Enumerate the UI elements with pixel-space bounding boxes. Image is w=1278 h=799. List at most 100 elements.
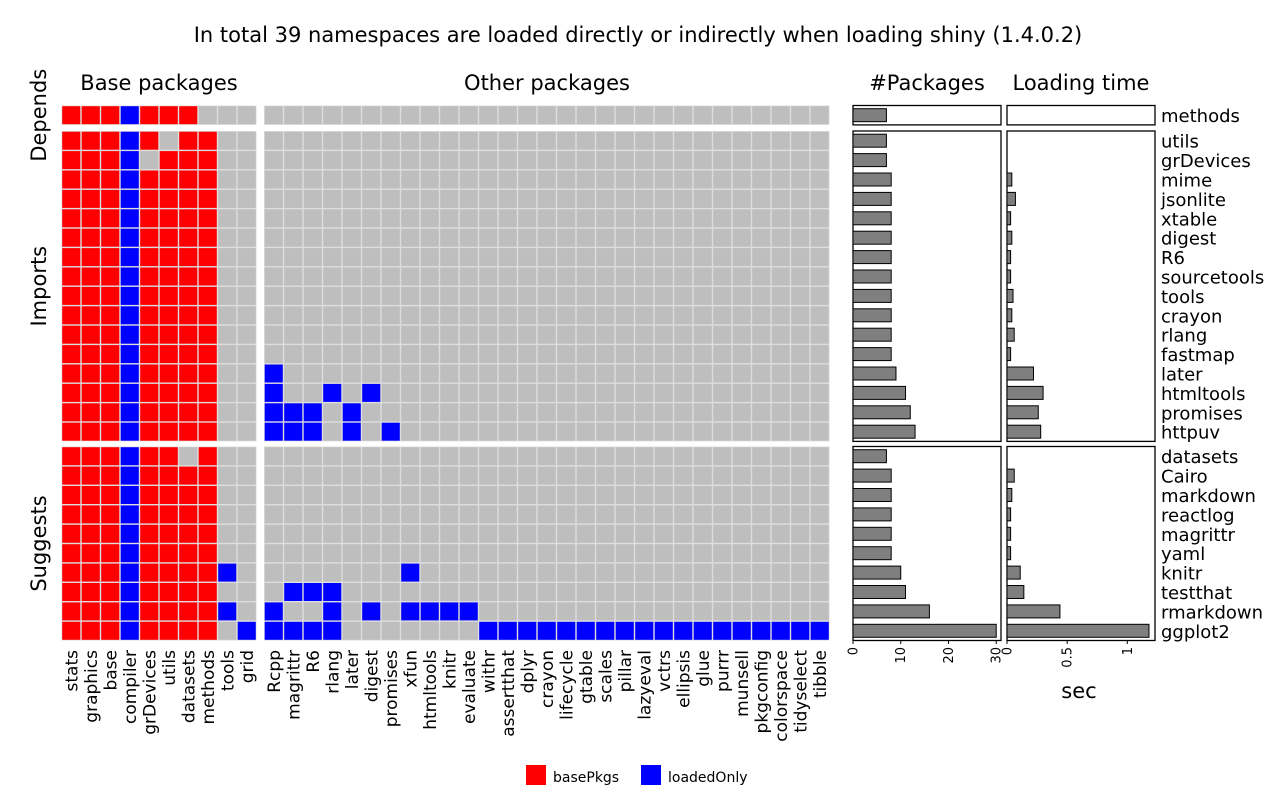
cell-other	[420, 248, 439, 267]
cell-other	[615, 209, 634, 228]
cell-other	[596, 267, 615, 286]
col-label-other: magrittr	[284, 650, 304, 720]
time-bar	[1006, 468, 1015, 483]
cell-other	[693, 189, 712, 208]
cell-other	[576, 621, 595, 640]
cell-other	[420, 189, 439, 208]
cell-other	[752, 602, 771, 621]
cell-other	[674, 345, 693, 364]
cell-other	[674, 170, 693, 189]
cell-other	[713, 345, 732, 364]
cell-other	[479, 170, 498, 189]
col-label-other: vctrs	[655, 650, 675, 692]
cell-other	[576, 563, 595, 582]
cell-other	[284, 345, 303, 364]
cell-other	[635, 151, 654, 170]
cell-other	[303, 286, 322, 305]
cell-other	[284, 403, 303, 422]
cell-other	[440, 345, 459, 364]
cell-base	[179, 563, 198, 582]
col-label-other: purrr	[713, 650, 733, 692]
cell-base	[101, 621, 120, 640]
row-label: tools	[1161, 287, 1204, 308]
cell-other	[264, 151, 283, 170]
cell-other	[401, 131, 420, 150]
panel-header-other: Other packages	[464, 71, 630, 95]
cell-base	[159, 306, 178, 325]
cell-other	[596, 602, 615, 621]
cell-base	[159, 403, 178, 422]
cell-other	[713, 621, 732, 640]
cell-other	[479, 422, 498, 441]
cell-other	[654, 131, 673, 150]
cell-other	[264, 486, 283, 504]
npkg-tick-label: 30	[990, 647, 1005, 664]
cell-other	[518, 447, 537, 466]
cell-base	[218, 151, 237, 170]
cell-other	[791, 422, 810, 441]
cell-other	[537, 422, 556, 441]
cell-other	[752, 505, 771, 524]
time-bar	[1006, 565, 1021, 580]
cell-other	[264, 209, 283, 228]
cell-other	[420, 267, 439, 286]
cell-other	[401, 466, 420, 485]
col-label-other: tibble	[811, 650, 831, 698]
cell-base	[159, 228, 178, 247]
cell-other	[635, 583, 654, 601]
cell-other	[498, 486, 517, 504]
cell-other	[479, 306, 498, 325]
cell-other	[771, 466, 790, 485]
cell-other	[518, 466, 537, 485]
cell-other	[537, 505, 556, 524]
col-label-other: R6	[304, 650, 324, 673]
cell-base	[101, 286, 120, 305]
cell-other	[420, 422, 439, 441]
cell-other	[401, 286, 420, 305]
cell-other	[752, 544, 771, 563]
cell-other	[693, 248, 712, 267]
cell-other	[440, 267, 459, 286]
cell-other	[342, 106, 361, 125]
row-label: httpuv	[1161, 423, 1220, 444]
col-label-base: tools	[218, 650, 238, 691]
cell-other	[596, 248, 615, 267]
cell-base	[81, 422, 100, 441]
cell-other	[498, 364, 517, 383]
cell-other	[498, 524, 517, 543]
cell-other	[264, 170, 283, 189]
cell-other	[498, 170, 517, 189]
cell-other	[342, 544, 361, 563]
cell-other	[576, 602, 595, 621]
cell-other	[323, 544, 342, 563]
group-label-imports: Imports	[27, 246, 51, 327]
cell-other	[381, 447, 400, 466]
row-label: reactlog	[1161, 505, 1235, 526]
cell-other	[713, 170, 732, 189]
row-label: digest	[1161, 229, 1216, 250]
row-label: fastmap	[1161, 345, 1235, 366]
cell-other	[674, 505, 693, 524]
cell-other	[635, 267, 654, 286]
cell-other	[615, 524, 634, 543]
cell-other	[401, 447, 420, 466]
cell-other	[771, 403, 790, 422]
cell-other	[518, 325, 537, 344]
cell-other	[401, 151, 420, 170]
cell-other	[440, 325, 459, 344]
cell-base	[101, 486, 120, 504]
cell-other	[791, 403, 810, 422]
cell-other	[615, 267, 634, 286]
cell-other	[420, 170, 439, 189]
cell-other	[771, 422, 790, 441]
cell-other	[576, 325, 595, 344]
time-bar	[1006, 191, 1016, 206]
cell-other	[459, 544, 478, 563]
cell-base	[120, 345, 139, 364]
cell-other	[557, 345, 576, 364]
cell-base	[237, 563, 256, 582]
cell-other	[674, 131, 693, 150]
cell-base	[140, 563, 159, 582]
cell-other	[401, 267, 420, 286]
cell-other	[752, 209, 771, 228]
